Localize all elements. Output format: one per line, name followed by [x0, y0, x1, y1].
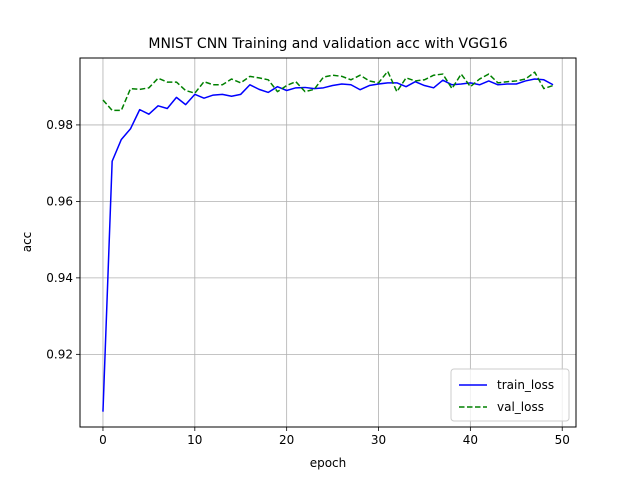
y-axis: 0.92 0.94 0.96 0.98	[46, 118, 80, 361]
legend-label-train: train_loss	[497, 378, 554, 392]
y-tick-label: 0.98	[46, 118, 73, 132]
x-tick-label: 30	[371, 433, 386, 447]
series-line-val-loss	[102, 70, 554, 112]
x-axis: 0 10 20 30 40 50	[99, 427, 570, 447]
x-tick-label: 10	[187, 433, 202, 447]
legend-label-val: val_loss	[497, 400, 544, 414]
plot-frame	[79, 57, 577, 428]
legend-box	[450, 368, 570, 422]
y-axis-label: acc	[20, 232, 34, 253]
y-tick-label: 0.94	[46, 271, 73, 285]
series-layer	[102, 70, 554, 412]
grid	[80, 58, 576, 427]
chart-title: MNIST CNN Training and validation acc wi…	[148, 36, 507, 52]
x-tick-label: 20	[279, 433, 294, 447]
x-tick-label: 50	[555, 433, 570, 447]
x-axis-label: epoch	[310, 456, 347, 470]
series-line-train-loss	[102, 78, 554, 412]
legend: train_loss val_loss	[450, 368, 570, 422]
y-tick-label: 0.92	[46, 347, 73, 361]
x-tick-label: 0	[99, 433, 107, 447]
x-tick-label: 40	[463, 433, 478, 447]
y-tick-label: 0.96	[46, 194, 73, 208]
